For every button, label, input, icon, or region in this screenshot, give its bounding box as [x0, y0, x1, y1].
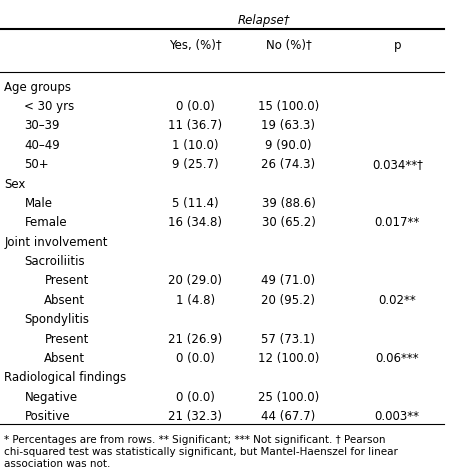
Text: Sacroiliitis: Sacroiliitis — [24, 255, 85, 268]
Text: 16 (34.8): 16 (34.8) — [168, 216, 222, 229]
Text: Relapse†: Relapse† — [238, 14, 291, 27]
Text: 0 (0.0): 0 (0.0) — [176, 100, 215, 113]
Text: 0.003**: 0.003** — [375, 410, 419, 423]
Text: 20 (29.0): 20 (29.0) — [168, 274, 222, 287]
Text: Joint involvement: Joint involvement — [4, 236, 108, 249]
Text: 0.034**†: 0.034**† — [372, 158, 423, 171]
Text: 30 (65.2): 30 (65.2) — [262, 216, 315, 229]
Text: 25 (100.0): 25 (100.0) — [258, 391, 319, 404]
Text: 0.017**: 0.017** — [374, 216, 420, 229]
Text: 11 (36.7): 11 (36.7) — [168, 119, 222, 132]
Text: 0.02**: 0.02** — [378, 294, 416, 307]
Text: 1 (10.0): 1 (10.0) — [172, 139, 219, 152]
Text: 20 (95.2): 20 (95.2) — [262, 294, 316, 307]
Text: p: p — [393, 39, 401, 52]
Text: Absent: Absent — [45, 294, 85, 307]
Text: Radiological findings: Radiological findings — [4, 371, 127, 384]
Text: 5 (11.4): 5 (11.4) — [172, 197, 219, 210]
Text: < 30 yrs: < 30 yrs — [24, 100, 75, 113]
Text: Positive: Positive — [24, 410, 70, 423]
Text: Sex: Sex — [4, 178, 26, 191]
Text: Absent: Absent — [45, 352, 85, 365]
Text: 39 (88.6): 39 (88.6) — [262, 197, 315, 210]
Text: 44 (67.7): 44 (67.7) — [261, 410, 316, 423]
Text: * Percentages are from rows. ** Significant; *** Not significant. † Pearson
chi-: * Percentages are from rows. ** Signific… — [4, 436, 398, 469]
Text: Age groups: Age groups — [4, 81, 72, 94]
Text: 21 (26.9): 21 (26.9) — [168, 333, 222, 346]
Text: 26 (74.3): 26 (74.3) — [261, 158, 316, 171]
Text: 30–39: 30–39 — [24, 119, 60, 132]
Text: 12 (100.0): 12 (100.0) — [258, 352, 319, 365]
Text: No (%)†: No (%)† — [265, 39, 311, 52]
Text: 9 (90.0): 9 (90.0) — [265, 139, 312, 152]
Text: 9 (25.7): 9 (25.7) — [172, 158, 219, 171]
Text: 40–49: 40–49 — [24, 139, 60, 152]
Text: 0 (0.0): 0 (0.0) — [176, 391, 215, 404]
Text: Spondylitis: Spondylitis — [24, 313, 90, 326]
Text: Female: Female — [24, 216, 67, 229]
Text: 1 (4.8): 1 (4.8) — [176, 294, 215, 307]
Text: 0 (0.0): 0 (0.0) — [176, 352, 215, 365]
Text: 49 (71.0): 49 (71.0) — [261, 274, 316, 287]
Text: Yes, (%)†: Yes, (%)† — [169, 39, 221, 52]
Text: 57 (73.1): 57 (73.1) — [262, 333, 316, 346]
Text: Negative: Negative — [24, 391, 78, 404]
Text: Present: Present — [45, 274, 89, 287]
Text: 15 (100.0): 15 (100.0) — [258, 100, 319, 113]
Text: Male: Male — [24, 197, 53, 210]
Text: Present: Present — [45, 333, 89, 346]
Text: 19 (63.3): 19 (63.3) — [262, 119, 316, 132]
Text: 0.06***: 0.06*** — [375, 352, 419, 365]
Text: 50+: 50+ — [24, 158, 49, 171]
Text: 21 (32.3): 21 (32.3) — [168, 410, 222, 423]
